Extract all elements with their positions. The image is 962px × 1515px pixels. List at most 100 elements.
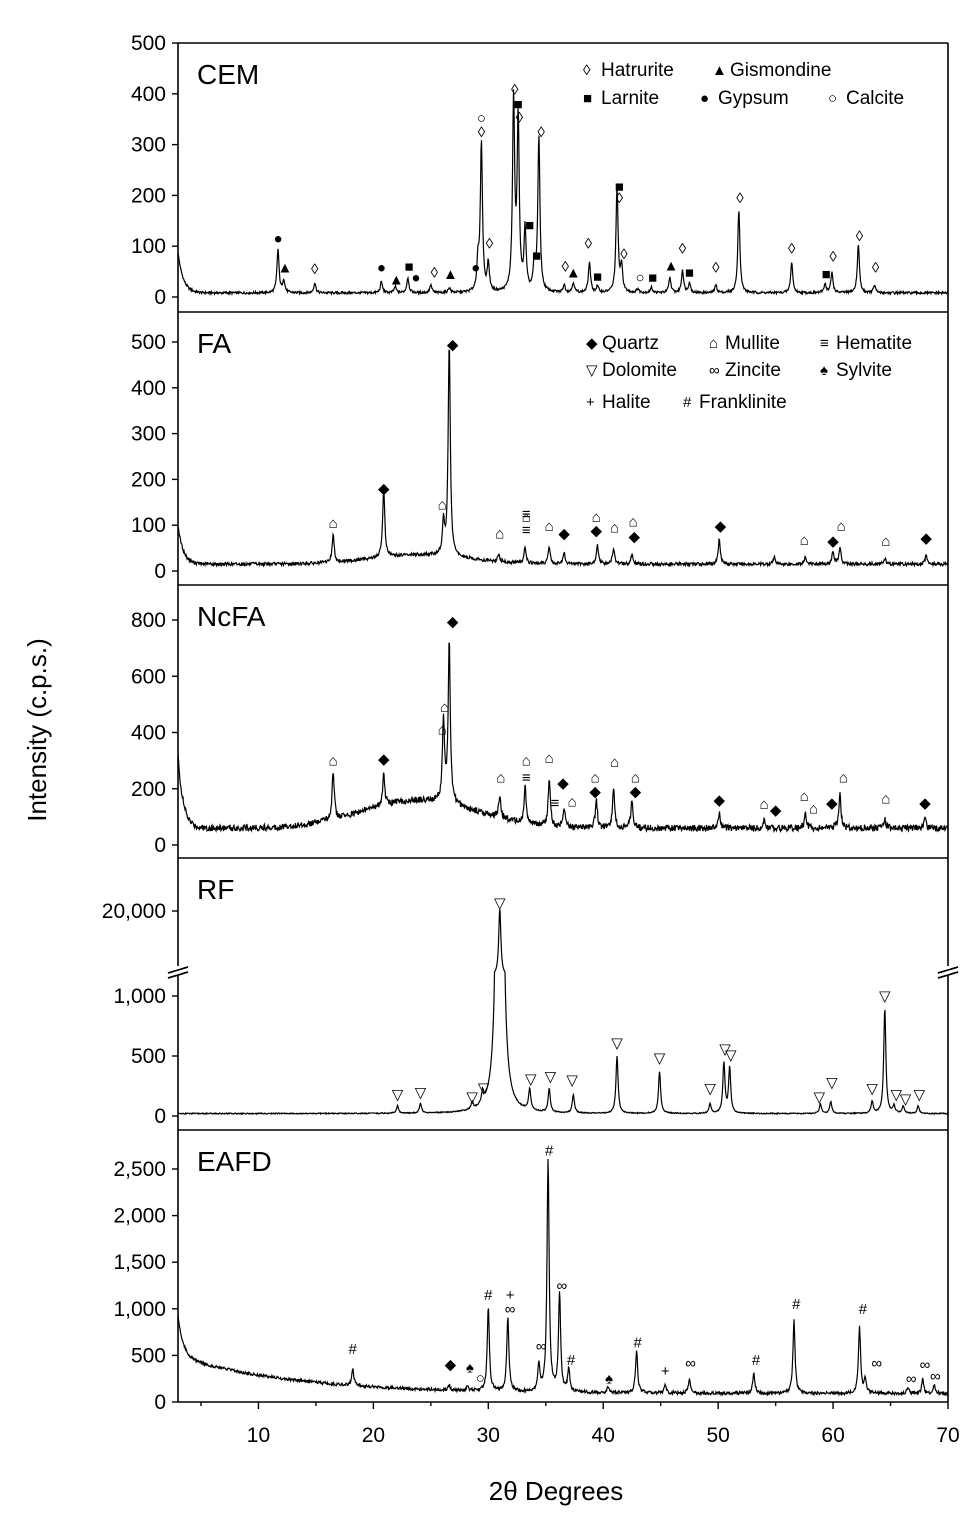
y-tick-label: 500: [131, 1344, 166, 1367]
legend-symbol: ▲: [712, 62, 727, 79]
peak-marker: ◆: [826, 795, 838, 812]
peak-marker: ▲: [566, 265, 581, 282]
peak-marker: ≡: [522, 506, 531, 523]
peak-marker: ■: [615, 178, 624, 195]
peak-marker: ◊: [829, 248, 837, 265]
peak-marker: +: [661, 1363, 670, 1380]
peak-marker: ▽: [814, 1089, 826, 1106]
peak-marker: ◊: [562, 259, 570, 276]
peak-marker: ◊: [486, 236, 494, 253]
xrd-pattern-trace: [177, 1158, 949, 1397]
y-tick-label: 2,500: [113, 1158, 166, 1181]
peak-marker: ▽: [704, 1080, 716, 1097]
x-tick-label: 10: [247, 1424, 270, 1447]
peak-marker: ⌂: [809, 800, 818, 817]
legend-label: Calcite: [846, 88, 904, 109]
peak-marker: ■: [822, 266, 831, 283]
peak-marker: ▽: [725, 1047, 737, 1064]
y-tick-label: 400: [131, 722, 166, 745]
peak-marker: ∞: [871, 1355, 882, 1372]
axis-break-mark: [937, 966, 959, 974]
peak-marker: ▽: [494, 895, 506, 912]
peak-marker: ≡: [522, 770, 531, 787]
peak-marker: ◊: [788, 241, 796, 258]
y-tick-label: 200: [131, 468, 166, 491]
peak-marker: ∞: [920, 1357, 931, 1374]
legend-label: Halite: [602, 392, 651, 413]
y-tick-label: 500: [131, 331, 166, 354]
xrd-pattern-trace: [177, 89, 949, 297]
y-tick-label: 0: [154, 560, 166, 583]
peak-marker: ∞: [930, 1368, 941, 1385]
peak-marker: ▲: [277, 260, 292, 277]
peak-marker: ■: [648, 270, 657, 287]
y-tick-label: 200: [131, 184, 166, 207]
peak-marker: ⌂: [545, 518, 554, 535]
y-tick-label: 400: [131, 83, 166, 106]
legend-symbol: ●: [700, 90, 709, 107]
peak-marker: ♠: [605, 1371, 613, 1388]
legend-symbol: ≡: [820, 335, 829, 352]
panel-label-fa: FA: [197, 328, 232, 359]
peak-marker: ◆: [591, 523, 603, 540]
peak-marker: ▽: [415, 1085, 427, 1102]
peak-marker: ⌂: [592, 509, 601, 526]
legend-symbol: ○: [828, 90, 837, 107]
peak-marker: ◊: [616, 190, 624, 207]
peak-marker: ◆: [589, 784, 601, 801]
legend-symbol: ◊: [583, 62, 591, 79]
peak-marker: ⌂: [631, 770, 640, 787]
peak-marker: #: [545, 1142, 554, 1159]
peak-marker: ⌂: [440, 699, 449, 716]
legend-label: Hematite: [836, 333, 912, 354]
peak-marker: ◆: [630, 784, 642, 801]
panel-label-ncfa: NcFA: [197, 601, 266, 632]
peak-marker: #: [349, 1341, 358, 1358]
x-tick-label: 70: [936, 1424, 959, 1447]
peak-marker: ○: [477, 110, 486, 127]
peak-marker: #: [484, 1287, 493, 1304]
y-tick-label: 1,000: [113, 985, 166, 1008]
panel-label-cem: CEM: [197, 59, 259, 90]
peak-marker: ∞: [536, 1338, 547, 1355]
peak-marker: ⌂: [495, 525, 504, 542]
legend-label: Hatrurite: [601, 60, 674, 81]
peak-marker: ▲: [389, 272, 404, 289]
legend-label: Quartz: [602, 333, 659, 354]
legend-symbol: ■: [583, 90, 592, 107]
y-tick-label: 1,500: [113, 1251, 166, 1274]
peak-marker: ◆: [378, 481, 390, 498]
peak-marker: ▽: [654, 1050, 666, 1067]
peak-marker: ⌂: [800, 532, 809, 549]
y-tick-label: 100: [131, 514, 166, 537]
peak-marker: ◆: [447, 613, 459, 630]
peak-marker: ⌂: [800, 788, 809, 805]
peak-marker: ⌂: [839, 770, 848, 787]
legend-symbol: ∞: [709, 362, 720, 379]
y-tick-label: 500: [131, 32, 166, 55]
panel-label-eafd: EAFD: [197, 1146, 272, 1177]
legend-label: Mullite: [725, 333, 780, 354]
peak-marker: ◊: [431, 265, 439, 282]
peak-marker: #: [859, 1301, 868, 1318]
peak-marker: ◆: [920, 530, 932, 547]
y-tick-label: 300: [131, 134, 166, 157]
peak-marker: ⌂: [522, 753, 531, 770]
y-tick-label: 2,000: [113, 1205, 166, 1228]
peak-marker: ◆: [714, 792, 726, 809]
peak-marker: ◆: [919, 795, 931, 812]
peak-marker: ≡: [551, 795, 560, 812]
peak-marker: ⌂: [496, 770, 505, 787]
x-tick-label: 60: [821, 1424, 844, 1447]
xrd-pattern-trace: [177, 642, 949, 834]
peak-marker: ○: [635, 270, 644, 287]
legend-label: Franklinite: [699, 392, 787, 413]
peak-marker: #: [567, 1352, 576, 1369]
peak-marker: ▽: [913, 1086, 925, 1103]
